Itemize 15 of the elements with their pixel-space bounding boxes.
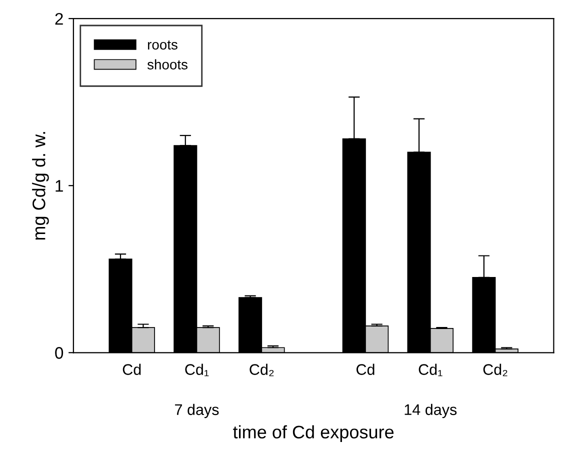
y-tick-label: 1 bbox=[56, 180, 63, 192]
x-tick-label: Cd₁ bbox=[418, 364, 442, 376]
y-tick-label: 0 bbox=[55, 347, 64, 359]
x-tick-label: Cd₂ bbox=[250, 364, 274, 376]
x-tick-label: Cd₁ bbox=[185, 364, 209, 376]
x-tick-label: Cd bbox=[122, 364, 141, 375]
x-tick-label: Cd bbox=[356, 364, 374, 375]
legend-label: roots bbox=[148, 40, 178, 50]
text: 14 days bbox=[404, 404, 457, 418]
legend-label: shoots bbox=[147, 59, 188, 70]
text: 7 days bbox=[175, 404, 219, 418]
y-tick-label: 2 bbox=[55, 12, 63, 25]
x-tick-label: Cd₂ bbox=[483, 364, 508, 376]
x-axis-title: time of Cd exposure bbox=[233, 425, 394, 442]
y-axis-title: mg Cd/g d. w. bbox=[32, 132, 49, 240]
